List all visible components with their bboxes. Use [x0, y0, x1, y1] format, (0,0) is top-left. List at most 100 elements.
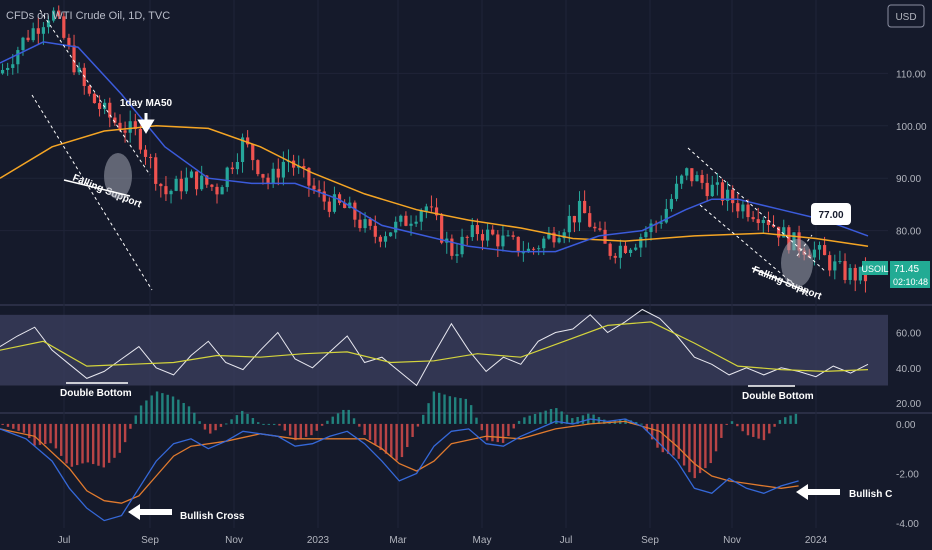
macd-histogram-bar	[757, 423, 760, 439]
candle-body	[634, 247, 638, 250]
macd-histogram-bar	[1, 423, 4, 425]
candle-body	[52, 10, 56, 21]
macd-histogram-bar	[177, 399, 180, 424]
candle-body	[639, 237, 643, 248]
macd-histogram-bar	[427, 403, 430, 424]
candle-body	[271, 168, 275, 184]
candle-body	[465, 236, 469, 238]
candle-body	[480, 234, 485, 241]
candle-body	[720, 182, 725, 201]
candle-body	[108, 102, 112, 118]
candle-body	[603, 229, 607, 244]
macd-histogram-bar	[688, 423, 691, 473]
candle-body	[378, 236, 382, 242]
macd-histogram-bar	[347, 409, 350, 424]
candle-body	[725, 189, 730, 201]
candle-body	[700, 175, 704, 183]
candle-body	[419, 210, 423, 222]
macd-histogram-bar	[794, 413, 798, 424]
candle-body	[812, 249, 816, 258]
candle-body	[685, 168, 689, 176]
macd-histogram-bar	[219, 423, 223, 427]
macd-histogram-bar	[762, 423, 766, 441]
candle-body	[251, 144, 255, 161]
candle-body	[593, 226, 597, 229]
candle-body	[138, 128, 143, 150]
macd-histogram-bar	[784, 417, 787, 424]
macd-histogram-bar	[278, 423, 281, 426]
candle-body	[766, 219, 771, 225]
candle-body	[455, 254, 459, 256]
candle-body	[276, 168, 280, 178]
macd-histogram-bar	[496, 423, 499, 443]
candle-body	[240, 137, 245, 162]
macd-histogram-bar	[283, 423, 287, 431]
macd-histogram-bar	[464, 398, 468, 424]
x-tick-label: 2024	[805, 535, 828, 546]
candle-body	[695, 175, 699, 182]
macd-histogram-bar	[182, 402, 185, 424]
macd-histogram-bar	[304, 423, 308, 437]
macd-histogram-bar	[453, 397, 457, 424]
candle-body	[128, 121, 132, 133]
candle-body	[414, 221, 418, 224]
macd-histogram-bar	[38, 423, 42, 445]
macd-histogram-bar	[661, 423, 665, 453]
candle-body	[557, 238, 561, 243]
macd-histogram-bar	[22, 423, 26, 433]
candle-body	[225, 167, 229, 188]
candle-body	[506, 235, 510, 237]
candle-body	[409, 223, 413, 226]
candle-body	[26, 37, 30, 41]
candle-body	[547, 232, 551, 239]
candle-body	[143, 149, 148, 157]
rsi-ma-line	[0, 321, 869, 373]
macd-histogram-bar	[693, 423, 696, 479]
candle-body	[429, 206, 434, 208]
candle-body	[761, 219, 765, 224]
candle-body	[567, 215, 571, 233]
candle-body	[516, 236, 520, 253]
countdown-label: 02:10:48	[893, 277, 928, 287]
candle-body	[6, 67, 10, 70]
macd-histogram-bar	[714, 423, 718, 452]
y-tick-label: 80.00	[896, 227, 921, 238]
macd-histogram-bar	[299, 423, 302, 439]
candle-body	[31, 28, 35, 41]
macd-histogram-bar	[145, 400, 148, 424]
macd-histogram-bar	[730, 421, 734, 424]
macd-histogram-bar	[97, 423, 100, 466]
macd-histogram-bar	[134, 415, 137, 424]
candle-body	[848, 267, 852, 280]
candle-body	[123, 130, 127, 133]
macd-histogram-bar	[523, 417, 526, 424]
candle-body	[373, 225, 377, 237]
candle-body	[92, 93, 97, 104]
candle-body	[266, 177, 270, 184]
macd-histogram-bar	[411, 423, 414, 437]
candle-body	[833, 261, 837, 271]
currency-button[interactable]: USD	[887, 4, 925, 28]
macd-histogram-bar	[166, 394, 169, 424]
macd-histogram-bar	[773, 423, 776, 427]
macd-histogram-bar	[246, 413, 249, 424]
candle-body	[644, 232, 648, 238]
candle-body	[537, 248, 541, 250]
candle-body	[690, 168, 694, 182]
signal-line	[0, 420, 799, 504]
currency-label: USD	[895, 12, 916, 23]
y-tick-label: 90.00	[896, 174, 921, 185]
candle-body	[353, 202, 357, 220]
candle-body	[828, 255, 832, 271]
macd-histogram-bar	[789, 415, 792, 424]
highlight-circle-right	[781, 239, 813, 287]
macd-histogram-bar	[315, 423, 318, 431]
candle-body	[281, 161, 285, 178]
candle-body	[562, 232, 566, 239]
candle-body	[246, 137, 250, 145]
macd-histogram-bar	[528, 415, 531, 424]
macd-histogram-bar	[241, 410, 244, 424]
candle-body	[332, 194, 337, 212]
macd-histogram-bar	[395, 423, 398, 461]
